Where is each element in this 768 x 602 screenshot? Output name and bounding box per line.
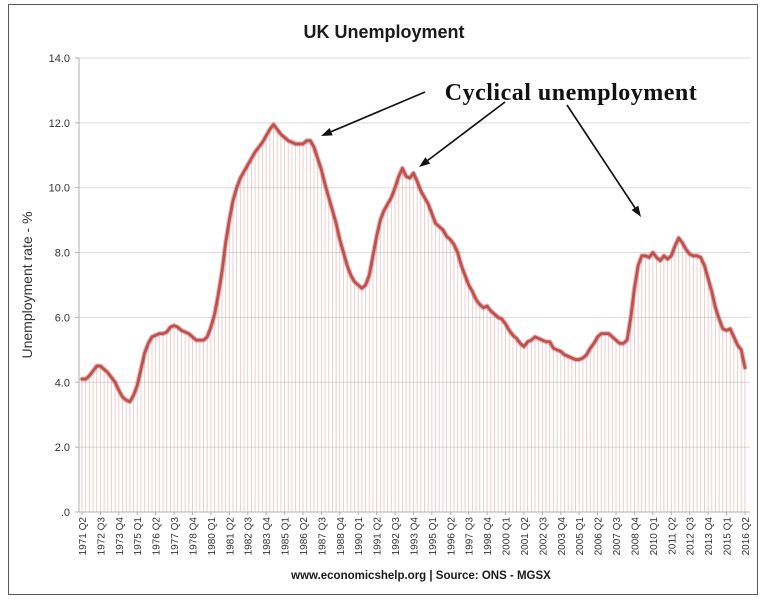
x-tick-label: 1975 Q1 xyxy=(133,517,144,556)
x-tick-label: 2013 Q4 xyxy=(704,517,715,556)
x-tick-label: 1982 Q3 xyxy=(244,517,255,556)
x-tick-label: 2002 Q3 xyxy=(538,517,549,556)
x-tick-label: 1995 Q1 xyxy=(428,517,439,556)
annotation-arrows xyxy=(321,91,641,217)
y-gridlines xyxy=(79,57,750,448)
x-tick-label: 2000 Q1 xyxy=(502,517,513,556)
x-tick-label: 1998 Q4 xyxy=(483,517,494,556)
annotation-arrowhead-icon xyxy=(321,128,333,136)
y-tick-label: .0 xyxy=(61,507,70,519)
x-tick-label: 1988 Q4 xyxy=(336,517,347,556)
x-tick-label: 1976 Q2 xyxy=(152,517,163,556)
chart-frame xyxy=(8,4,758,595)
y-tick-label: 10.0 xyxy=(49,183,70,195)
x-tick-label: 1971 Q2 xyxy=(78,517,89,556)
y-tick-label: 14.0 xyxy=(49,53,70,65)
x-axis: 1971 Q2 1972 Q3 1973 Q4 1975 Q1 1976 Q2 1977 … xyxy=(78,512,752,555)
x-tick-label: 2015 Q1 xyxy=(723,517,734,556)
y-tick-label: 6.0 xyxy=(55,312,70,324)
x-tick-label: 1987 Q3 xyxy=(317,517,328,556)
source-attribution: www.economicshelp.org | Source: ONS - MG… xyxy=(290,570,551,582)
x-tick-label: 2005 Q1 xyxy=(575,517,586,556)
y-tick-label: 2.0 xyxy=(55,442,70,454)
annotation-arrowhead-icon xyxy=(631,205,641,217)
x-tick-label: 1990 Q1 xyxy=(354,517,365,556)
x-tick-label: 1981 Q2 xyxy=(225,517,236,556)
x-tick-label: 1991 Q2 xyxy=(373,517,384,556)
y-axis-title: Unemployment rate - % xyxy=(19,211,35,358)
x-tick-label: 2007 Q3 xyxy=(612,517,623,556)
annotation-arrowhead-icon xyxy=(419,157,431,167)
annotation-arrow-line xyxy=(427,101,506,162)
x-tick-label: 2008 Q4 xyxy=(630,517,641,556)
x-tick-label: 1992 Q3 xyxy=(391,517,402,556)
x-tick-label: 2012 Q3 xyxy=(686,517,697,556)
y-tick-label: 4.0 xyxy=(55,377,70,389)
x-tick-label: 1972 Q3 xyxy=(96,517,107,556)
y-tick-label: 12.0 xyxy=(49,118,70,130)
x-tick-label: 1986 Q2 xyxy=(299,517,310,556)
x-tick-label: 2006 Q2 xyxy=(594,517,605,556)
x-tick-label: 1993 Q4 xyxy=(409,517,420,556)
x-tick-label: 1996 Q2 xyxy=(446,517,457,556)
y-axis: 14.0 12.0 10.0 8.0 6.0 4.0 2.0 .0 xyxy=(49,53,750,519)
annotation-label: Cyclical unemployment xyxy=(445,80,697,106)
annotation-arrow-line xyxy=(566,104,636,209)
y-tick-label: 8.0 xyxy=(55,248,70,260)
x-tick-label: 1997 Q3 xyxy=(465,517,476,556)
x-tick-label: 1973 Q4 xyxy=(115,517,126,556)
x-tick-label: 2001 Q2 xyxy=(520,517,531,556)
x-tick-label: 1977 Q3 xyxy=(170,517,181,556)
x-tick-label: 2016 Q2 xyxy=(741,517,752,556)
x-tick-label: 1985 Q1 xyxy=(281,517,292,556)
chart-title: UK Unemployment xyxy=(303,22,464,42)
annotation-arrow-line xyxy=(330,91,426,133)
x-tick-label: 2010 Q1 xyxy=(649,517,660,556)
x-tick-label: 2003 Q4 xyxy=(557,517,568,556)
x-tick-label: 1983 Q4 xyxy=(262,517,273,556)
x-tick-label: 1980 Q1 xyxy=(207,517,218,556)
x-tick-label: 1978 Q4 xyxy=(188,517,199,556)
x-tick-label: 2011 Q2 xyxy=(667,517,678,555)
unemployment-line-series xyxy=(80,123,747,404)
series-droplines xyxy=(81,124,746,512)
